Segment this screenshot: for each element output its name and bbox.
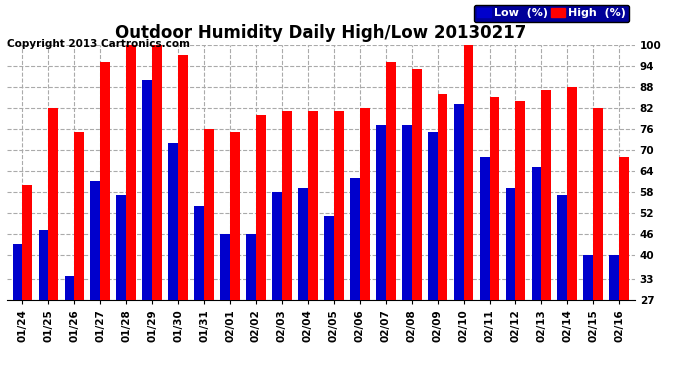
Bar — [117, 195, 126, 375]
Bar — [567, 87, 578, 375]
Bar — [142, 80, 152, 375]
Bar — [593, 108, 603, 375]
Bar — [324, 216, 334, 375]
Bar — [359, 108, 370, 375]
Bar — [100, 63, 110, 375]
Bar — [23, 185, 32, 375]
Bar — [256, 115, 266, 375]
Bar — [609, 255, 619, 375]
Bar — [542, 90, 551, 375]
Bar — [386, 63, 395, 375]
Bar — [178, 56, 188, 375]
Bar — [126, 45, 136, 375]
Bar — [75, 132, 84, 375]
Text: Copyright 2013 Cartronics.com: Copyright 2013 Cartronics.com — [7, 39, 190, 50]
Bar — [558, 195, 567, 375]
Bar — [152, 45, 162, 375]
Bar — [246, 234, 256, 375]
Bar — [531, 167, 542, 375]
Bar — [220, 234, 230, 375]
Bar — [12, 244, 23, 375]
Bar — [412, 69, 422, 375]
Bar — [619, 157, 629, 375]
Bar — [454, 104, 464, 375]
Bar — [437, 94, 448, 375]
Bar — [480, 157, 489, 375]
Bar — [194, 206, 204, 375]
Bar — [506, 188, 515, 375]
Bar — [39, 230, 48, 375]
Bar — [90, 181, 100, 375]
Bar — [515, 101, 525, 375]
Bar — [464, 45, 473, 375]
Bar — [308, 111, 317, 375]
Bar — [428, 132, 437, 375]
Bar — [402, 125, 412, 375]
Bar — [489, 98, 500, 375]
Bar — [204, 129, 214, 375]
Legend: Low  (%), High  (%): Low (%), High (%) — [474, 4, 629, 22]
Bar — [376, 125, 386, 375]
Title: Outdoor Humidity Daily High/Low 20130217: Outdoor Humidity Daily High/Low 20130217 — [115, 24, 526, 42]
Bar — [272, 192, 282, 375]
Bar — [350, 178, 359, 375]
Bar — [230, 132, 240, 375]
Bar — [64, 276, 75, 375]
Bar — [48, 108, 58, 375]
Bar — [298, 188, 308, 375]
Bar — [584, 255, 593, 375]
Bar — [168, 143, 178, 375]
Bar — [334, 111, 344, 375]
Bar — [282, 111, 292, 375]
